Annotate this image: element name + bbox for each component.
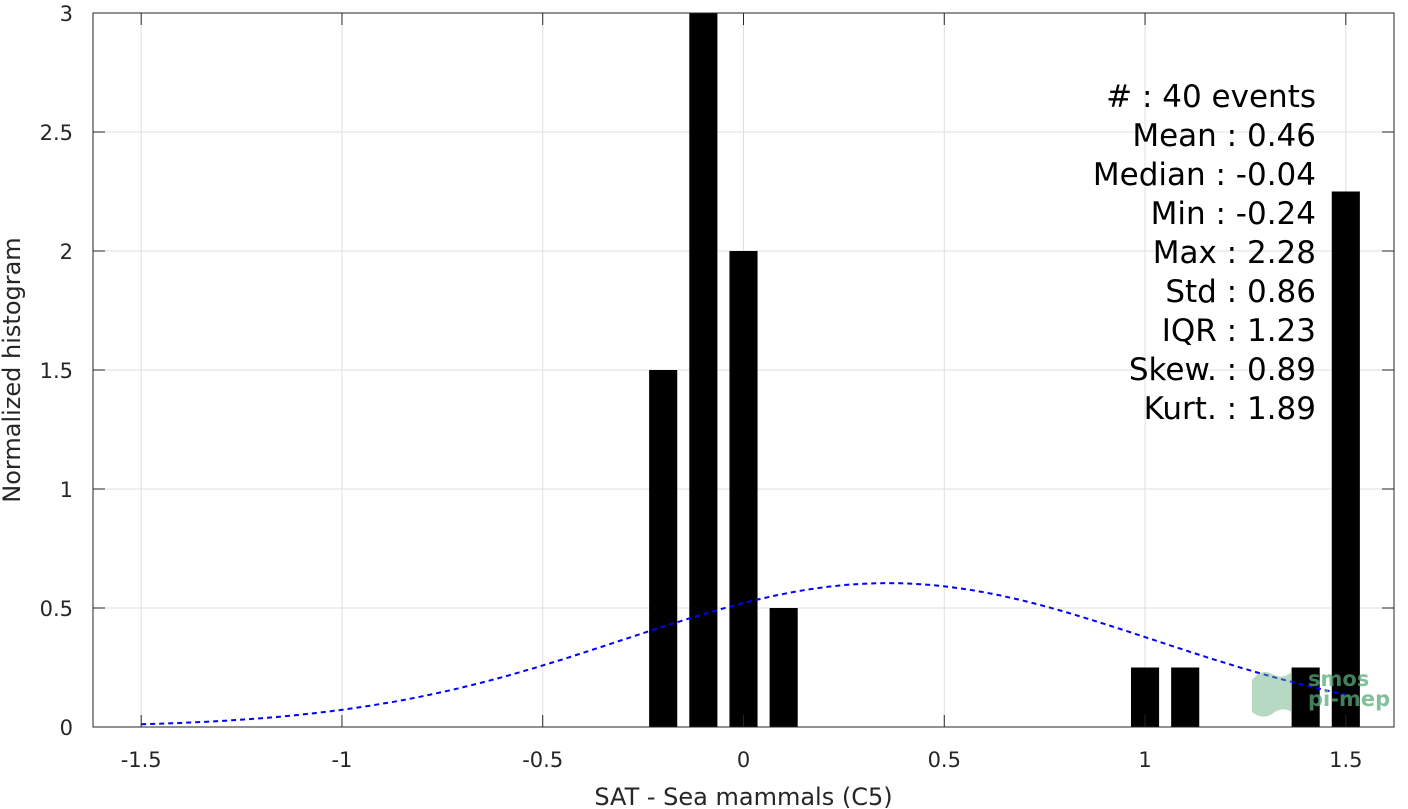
histogram-bars bbox=[649, 13, 1360, 727]
x-axis-ticks: -1.5 -1 -0.5 0 0.5 1 1.5 bbox=[121, 13, 1363, 772]
logo-text-line2: pi-mep bbox=[1308, 687, 1390, 711]
x-tick-label: 1 bbox=[1138, 748, 1151, 772]
histogram-bar bbox=[1171, 667, 1200, 727]
y-tick-label: 2.5 bbox=[40, 121, 73, 145]
y-tick-label: 2 bbox=[60, 240, 73, 264]
y-tick-label: 3 bbox=[60, 2, 73, 26]
normal-fit-curve bbox=[141, 582, 1347, 726]
histogram-bar bbox=[1331, 191, 1360, 727]
histogram-bar bbox=[769, 608, 798, 727]
stat-line: Std : 0.86 bbox=[1165, 274, 1316, 310]
y-tick-label: 1 bbox=[60, 478, 73, 502]
y-axis-label: Normalized histogram bbox=[0, 237, 26, 502]
x-tick-label: 0 bbox=[737, 748, 750, 772]
x-axis-label: SAT - Sea mammals (C5) bbox=[594, 783, 892, 809]
stat-line: Max : 2.28 bbox=[1153, 235, 1316, 271]
x-tick-label: 0.5 bbox=[928, 748, 961, 772]
x-tick-label: 1.5 bbox=[1329, 748, 1362, 772]
y-tick-label: 0.5 bbox=[40, 597, 73, 621]
histogram-bar bbox=[729, 251, 758, 727]
histogram-bar bbox=[1291, 667, 1320, 727]
x-tick-label: -1 bbox=[331, 748, 352, 772]
y-tick-label: 1.5 bbox=[40, 359, 73, 383]
stat-line: # : 40 events bbox=[1106, 79, 1316, 115]
stat-line: Mean : 0.46 bbox=[1132, 118, 1316, 154]
logo-text-line1: smos bbox=[1308, 667, 1369, 691]
x-tick-label: -1.5 bbox=[121, 748, 162, 772]
stat-line: Kurt. : 1.89 bbox=[1144, 391, 1316, 427]
smos-pimep-logo: smos pi-mep bbox=[1252, 667, 1390, 717]
y-tick-label: 0 bbox=[60, 716, 73, 740]
logo-wave-icon bbox=[1252, 672, 1292, 717]
x-tick-label: -0.5 bbox=[522, 748, 563, 772]
stat-line: Skew. : 0.89 bbox=[1129, 352, 1316, 388]
stat-line: Min : -0.24 bbox=[1151, 196, 1316, 232]
stat-line: Median : -0.04 bbox=[1093, 157, 1316, 193]
y-axis-ticks: 0 0.5 1 1.5 2 2.5 3 bbox=[40, 2, 1394, 740]
histogram-bar bbox=[689, 13, 718, 727]
stat-line: IQR : 1.23 bbox=[1162, 313, 1316, 349]
histogram-bar bbox=[649, 370, 678, 727]
